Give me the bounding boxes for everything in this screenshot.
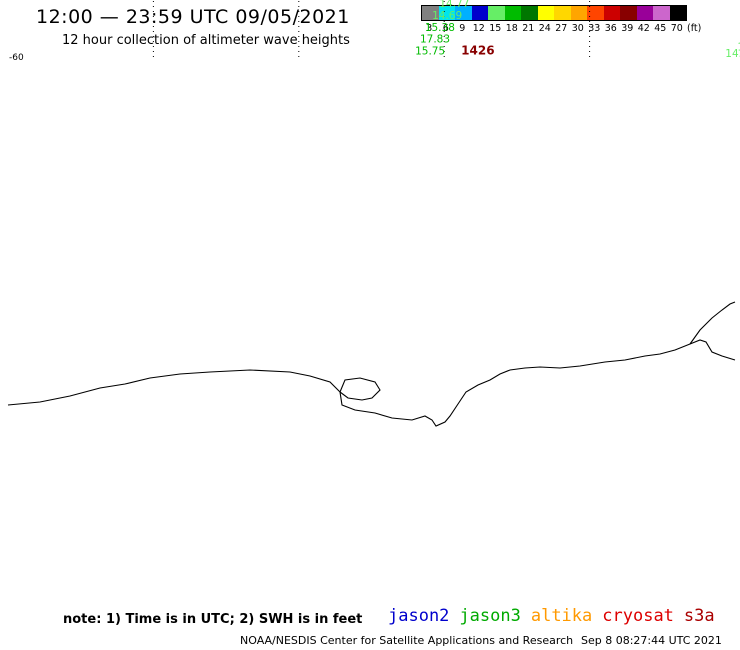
wave-height-label: 15.2: [737, 41, 740, 53]
color-swatch: [488, 6, 505, 20]
color-scale-label: 33: [588, 23, 601, 34]
color-swatch: [438, 6, 455, 20]
satellite-legend-item: s3a: [683, 606, 715, 626]
wave-height-label: 14.68: [725, 48, 740, 60]
color-scale-label: 6: [442, 23, 449, 34]
color-scale-label: 45: [654, 23, 667, 34]
color-scale-label: 30: [571, 23, 584, 34]
antarctic-coastline: [7, 301, 736, 427]
coastline-path: [7, 339, 736, 427]
color-scale-swatches: [421, 5, 687, 21]
color-swatch: [521, 6, 538, 20]
color-scale-label: 39: [621, 23, 634, 34]
wave-height-label: 17.83: [420, 33, 450, 45]
color-swatch: [537, 6, 554, 20]
color-swatch: [570, 6, 587, 20]
wave-height-label: 14.77: [439, 0, 469, 10]
color-scale-label: 36: [604, 23, 617, 34]
color-scale-label: 24: [538, 23, 551, 34]
color-scale-unit: (ft): [687, 23, 702, 34]
color-scale-label: 9: [459, 23, 466, 34]
color-swatch: [653, 6, 670, 20]
color-swatch: [620, 6, 637, 20]
axis-labels: 120123126129132135-60-62-64-66-68-70: [9, 53, 24, 63]
satellite-legend: jason2 jason3 altika cryosat s3a: [388, 606, 725, 626]
color-scale-label: 42: [637, 23, 650, 34]
color-swatch: [471, 6, 488, 20]
color-scale-label: 3: [426, 23, 433, 34]
color-scale-label: 27: [555, 23, 568, 34]
wave-height-label: 15.75: [415, 45, 445, 57]
map-title: 12:00 — 23:59 UTC 09/05/2021: [36, 6, 350, 28]
satellite-legend-item: cryosat: [602, 606, 674, 626]
color-scale-label: 70: [670, 23, 683, 34]
color-scale-labels: 3 6 9 12 15 18 21 24 27 30 33 36 39 42 45 70 (ft): [421, 23, 701, 37]
color-swatch: [636, 6, 653, 20]
lat-tick-label: -60: [9, 53, 24, 63]
time-marker-label: 1426: [461, 43, 494, 57]
wave-height-label: 14.69: [432, 10, 462, 22]
satellite-legend-item: jason2: [388, 606, 450, 626]
wave-height-observations: 15.75142617.8315.3814.6914.7713.4312.501…: [415, 0, 740, 60]
color-swatch: [603, 6, 620, 20]
color-scale-label: 21: [522, 23, 535, 34]
color-swatch: [669, 6, 686, 20]
color-scale-label: 12: [472, 23, 485, 34]
color-scale-label: 15: [489, 23, 502, 34]
satellite-legend-item: altika: [530, 606, 593, 626]
coastline-peninsula-path: [339, 377, 381, 401]
color-swatch: [587, 6, 604, 20]
graticule-grid: [152, 0, 591, 57]
satellite-legend-item: jason3: [459, 606, 521, 626]
color-swatch: [455, 6, 472, 20]
wave-height-label: 15.38: [425, 22, 455, 34]
generated-timestamp: Sep 8 08:27:44 UTC 2021: [581, 634, 722, 647]
credit-text: NOAA/NESDIS Center for Satellite Applica…: [240, 634, 574, 647]
coastline-ne-path: [689, 301, 736, 345]
color-scale-legend: 3 6 9 12 15 18 21 24 27 30 33 36 39 42 45 70 (ft): [421, 5, 701, 37]
color-swatch: [504, 6, 521, 20]
color-scale-label: 18: [505, 23, 518, 34]
map-subtitle: 12 hour collection of altimeter wave hei…: [62, 33, 350, 48]
color-swatch: [422, 6, 439, 20]
units-note: note: 1) Time is in UTC; 2) SWH is in fe…: [63, 612, 363, 627]
color-swatch: [554, 6, 571, 20]
